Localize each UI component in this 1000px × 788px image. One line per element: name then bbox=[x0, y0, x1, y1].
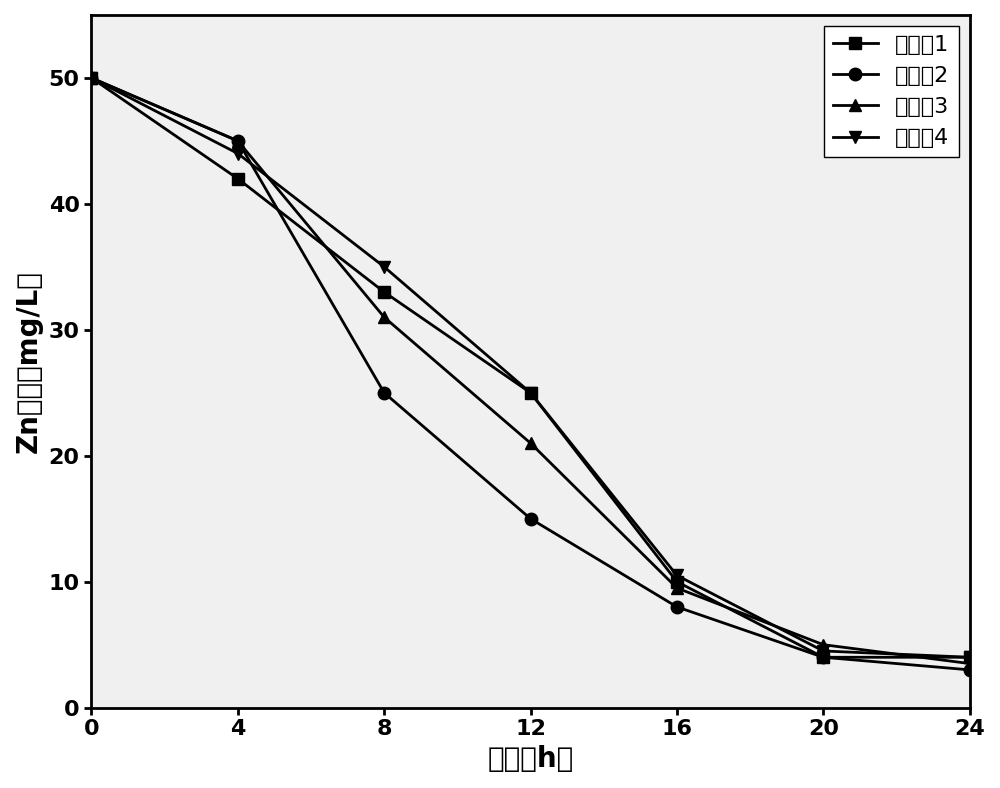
实施入4 bbox=[525, 388, 537, 397]
实施入4 bbox=[817, 646, 829, 656]
实施入1 bbox=[378, 288, 390, 297]
Legend: 实施入1, 实施入2, 实施入3, 实施入4: 实施入1, 实施入2, 实施入3, 实施入4 bbox=[824, 26, 959, 158]
实施入2 bbox=[378, 388, 390, 397]
实施入3 bbox=[964, 659, 976, 668]
实施入4 bbox=[964, 652, 976, 662]
实施入3 bbox=[378, 313, 390, 322]
实施入1 bbox=[964, 652, 976, 662]
实施入2 bbox=[671, 602, 683, 611]
X-axis label: 时间（h）: 时间（h） bbox=[487, 745, 574, 773]
实施入3 bbox=[232, 136, 244, 146]
Y-axis label: Zn浓度（mg/L）: Zn浓度（mg/L） bbox=[15, 269, 43, 453]
实施入1 bbox=[85, 73, 97, 83]
实施入1 bbox=[817, 652, 829, 662]
Line: 实施入2: 实施入2 bbox=[85, 72, 976, 676]
Line: 实施入3: 实施入3 bbox=[85, 72, 976, 670]
实施入2 bbox=[525, 514, 537, 523]
实施入2 bbox=[232, 136, 244, 146]
Line: 实施入1: 实施入1 bbox=[85, 72, 976, 663]
实施入4 bbox=[671, 571, 683, 580]
实施入3 bbox=[817, 640, 829, 649]
实施入1 bbox=[232, 174, 244, 184]
实施入1 bbox=[525, 388, 537, 397]
Line: 实施入4: 实施入4 bbox=[85, 72, 976, 663]
实施入3 bbox=[85, 73, 97, 83]
实施入2 bbox=[85, 73, 97, 83]
实施入1 bbox=[671, 577, 683, 586]
实施入3 bbox=[671, 583, 683, 593]
实施入4 bbox=[378, 262, 390, 272]
实施入2 bbox=[964, 665, 976, 675]
实施入4 bbox=[85, 73, 97, 83]
实施入4 bbox=[232, 149, 244, 158]
实施入2 bbox=[817, 652, 829, 662]
实施入3 bbox=[525, 438, 537, 448]
